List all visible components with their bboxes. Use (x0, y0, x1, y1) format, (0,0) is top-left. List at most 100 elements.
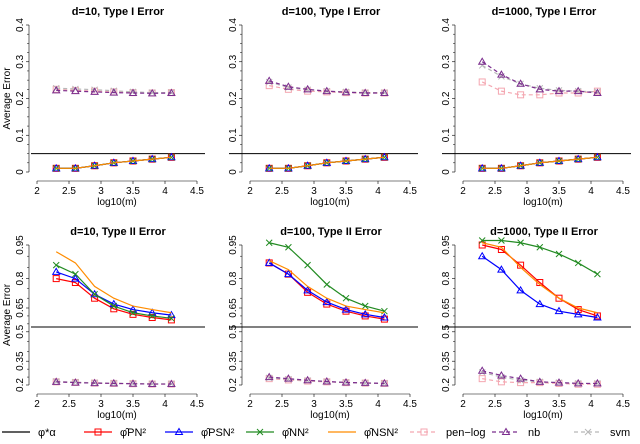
y-tick-label: 0.65 (228, 298, 239, 318)
triangle-marker (284, 374, 293, 382)
triangle-marker (573, 309, 583, 318)
series-PSN2 (264, 258, 389, 321)
y-tick-label: 0.3 (441, 54, 452, 68)
square-marker (555, 294, 563, 302)
series-line-nb (481, 61, 598, 94)
series-line-NSN2 (268, 260, 385, 314)
triangle-marker (128, 88, 138, 96)
series-nb (477, 366, 602, 387)
series-line-nb (56, 89, 172, 94)
x-tick-label: 3 (98, 186, 104, 197)
y-tick-label: 0.95 (15, 235, 26, 255)
x-tick-label: 4 (588, 186, 594, 197)
panel-title: d=1000, Type II Error (490, 226, 598, 238)
y-tick-label: 0 (441, 169, 452, 175)
x-axis-label: log10(m) (523, 410, 562, 421)
triangle-marker (535, 299, 545, 308)
x-tick-label: 2.5 (488, 399, 502, 410)
triangle-marker (90, 378, 99, 387)
panel-title: d=10, Type II Error (70, 226, 166, 238)
x-tick-label: 4 (375, 186, 381, 197)
y-tick-label: 0.4 (15, 18, 26, 32)
legend-item-penlog: pen−log (410, 427, 485, 439)
x-tick-label: 2.5 (62, 186, 76, 197)
square-marker (129, 310, 137, 318)
x-tick-label: 3 (98, 399, 104, 410)
series-line-nb (482, 370, 598, 385)
triangle-marker (477, 251, 487, 260)
panel-3: d=1000, Type I Error 0 0.1 0.2 0.3 0.4 2 2.5 3 3.… (441, 6, 631, 208)
square-marker (497, 378, 505, 386)
triangle-marker (497, 370, 506, 379)
x-tick-label: 4 (162, 186, 168, 197)
x-tick-label: 4.5 (616, 186, 630, 197)
y-tick-label: 0 (15, 169, 26, 175)
square-marker (167, 316, 175, 324)
triangle-marker (167, 152, 176, 161)
series-svm (478, 62, 601, 96)
y-tick-label: 0.35 (441, 351, 452, 371)
y-tick-label: 0.4 (228, 18, 239, 32)
y-axis-label: Average Error (2, 67, 13, 130)
series-line-nb (269, 80, 385, 94)
triangle-marker (167, 88, 176, 96)
x-marker (361, 89, 369, 96)
x-tick-label: 3 (524, 186, 530, 197)
x-tick-label: 2.5 (62, 399, 76, 410)
series-NSN2 (269, 156, 385, 169)
x-marker (148, 89, 156, 96)
triangle-marker (477, 57, 487, 65)
x-marker (517, 239, 524, 247)
legend-item-oracle: φ*α (2, 427, 56, 439)
y-tick-label: 0.4 (441, 18, 452, 32)
triangle-marker (264, 372, 274, 381)
x-tick-label: 2 (34, 186, 40, 197)
x-tick-label: 3.5 (339, 399, 353, 410)
y-tick-label: 0.1 (228, 128, 239, 142)
square-marker (593, 87, 601, 95)
triangle-marker (167, 379, 176, 388)
triangle-marker (284, 269, 293, 278)
y-tick-label: 0.2 (228, 91, 239, 105)
triangle-marker (535, 377, 545, 385)
legend-item-nb: nb (492, 427, 540, 439)
legend-item-svm: svm (574, 427, 630, 439)
y-tick-label: 0.1 (441, 128, 452, 142)
x-marker (342, 379, 350, 386)
panel-5: d=100, Type II Error 0.2 0.35 0.5 0.65 0.8 0.9… (228, 226, 418, 421)
square-marker (497, 245, 505, 253)
series-line-penlog (482, 378, 598, 385)
x-tick-label: 4.5 (190, 186, 204, 197)
panel-title: d=100, Type I Error (282, 6, 381, 18)
y-tick-label: 0.2 (228, 378, 239, 392)
triangle-marker (341, 377, 351, 386)
legend-label: pen−log (446, 427, 485, 439)
x-marker (498, 237, 505, 244)
triangle-marker (380, 88, 389, 96)
y-tick-label: 0.8 (441, 271, 452, 285)
triangle-marker (593, 88, 602, 96)
y-tick-label: 0.5 (228, 324, 239, 338)
series-nb (264, 372, 389, 387)
triangle-marker (497, 265, 506, 273)
panel-title: d=100, Type II Error (280, 226, 382, 238)
series-PN2 (265, 259, 388, 323)
series-line-penlog (269, 85, 385, 94)
series-line-NSN2 (56, 156, 172, 169)
series-line-PN2 (482, 244, 598, 317)
y-tick-label: 0.1 (15, 128, 26, 142)
x-tick-label: 2 (460, 399, 466, 410)
triangle-marker (109, 88, 119, 96)
triangle-marker (554, 306, 564, 315)
x-tick-label: 2 (247, 186, 253, 197)
triangle-marker (573, 86, 583, 95)
x-marker (72, 270, 79, 278)
legend-item-NSN2: φ̂NSN² (328, 427, 398, 439)
triangle-marker (554, 378, 564, 386)
x-tick-label: 4.5 (403, 399, 417, 410)
triangle-marker (477, 366, 487, 374)
square-marker (517, 91, 525, 99)
x-marker (574, 380, 582, 387)
square-marker (420, 428, 428, 436)
